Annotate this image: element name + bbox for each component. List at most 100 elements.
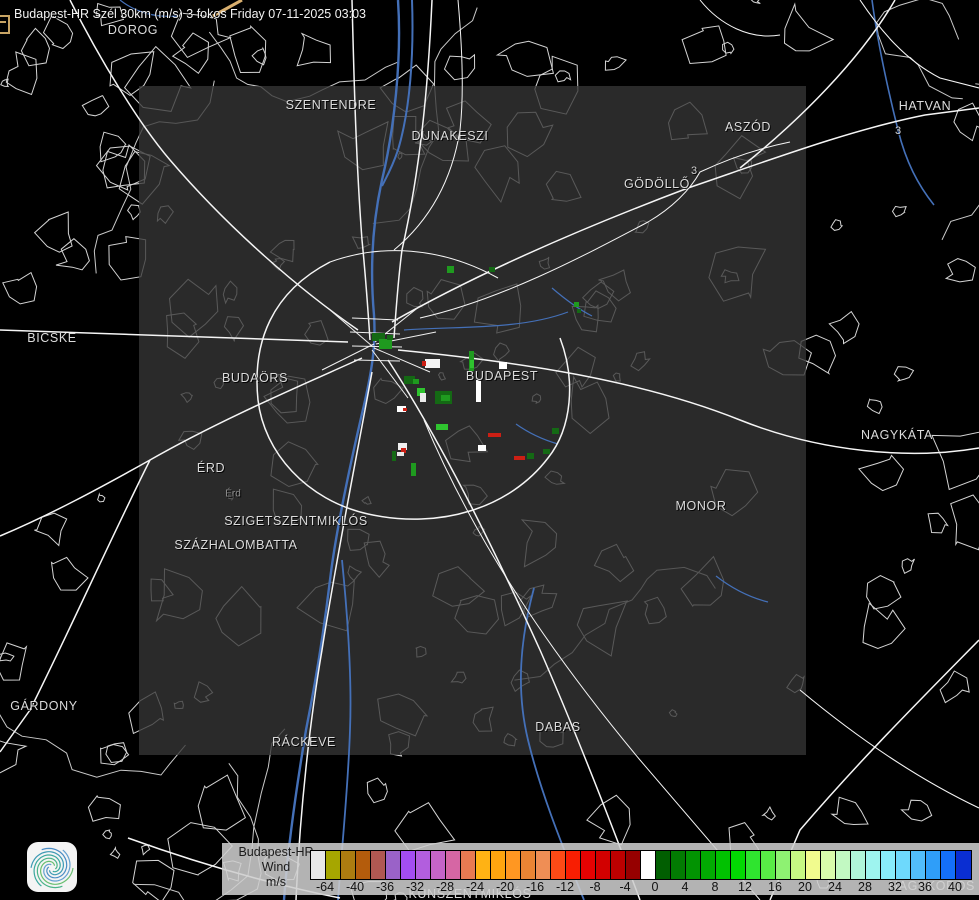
settlement-outline (0, 740, 28, 774)
colorbar-box (686, 851, 701, 879)
settlement-outline (95, 145, 151, 191)
settlement-outline (681, 25, 727, 65)
settlement-outline (55, 238, 90, 271)
settlement-outline (100, 743, 130, 766)
settlement-outline (443, 53, 476, 81)
settlement-outline (722, 41, 735, 55)
colorbar-box (311, 851, 326, 879)
radar-coverage-area (139, 86, 806, 755)
colorbar-tick-label: 8 (711, 880, 719, 894)
settlement-outline (5, 51, 38, 96)
legend-panel: Budapest-HR Wind m/s -64 -40 -36 -32 -28 -24-… (222, 843, 979, 895)
colorbar-box (716, 851, 731, 879)
legend-product-name: Wind (261, 860, 291, 874)
colorbar-tick-label: -4 (619, 880, 631, 894)
settlement-outline (862, 602, 906, 650)
colorbar-tick-label: 24 (828, 880, 842, 894)
colorbar-box (671, 851, 686, 879)
settlement-outline (366, 777, 388, 804)
colorbar-tick-label: -24 (465, 880, 485, 894)
colorbar-box (596, 851, 611, 879)
colorbar-box (731, 851, 746, 879)
colorbar-box (521, 851, 536, 879)
colorbar-tick-label: 36 (918, 880, 932, 894)
colorbar-tick-label: -64 (315, 880, 335, 894)
settlement-outline (0, 652, 15, 662)
colorbar-box (581, 851, 596, 879)
spiral-stripe (39, 860, 74, 885)
settlement-outline (0, 78, 10, 88)
colorbar-box (776, 851, 791, 879)
admin-border-line (875, 0, 963, 100)
settlement-outline (495, 40, 555, 77)
colorbar-tick-label: -40 (345, 880, 365, 894)
settlement-outline (953, 102, 979, 142)
settlement-outline (927, 512, 949, 534)
colorbar-tick-label: 12 (738, 880, 752, 894)
settlement-outline (950, 494, 979, 551)
settlement-outline (126, 204, 141, 221)
admin-border-line (0, 714, 186, 778)
settlement-outline (132, 859, 175, 900)
settlement-outline (858, 454, 905, 492)
settlement-outline (783, 2, 835, 52)
settlement-outline (81, 95, 110, 117)
settlement-outline (554, 70, 572, 83)
colorbar-box (851, 851, 866, 879)
colorbar-box (416, 851, 431, 879)
colorbar-tick-label: 16 (768, 880, 782, 894)
settlement-outline (866, 398, 883, 415)
settlement-outline (830, 219, 844, 231)
settlement-outline (931, 431, 979, 491)
settlement-outline (229, 25, 267, 74)
wind-speed-colorbar (310, 850, 972, 880)
legend-title-block: Budapest-HR Wind m/s (226, 845, 326, 890)
legend-radar-name: Budapest-HR (238, 845, 314, 859)
colorbar-box (386, 851, 401, 879)
settlement-outline (944, 258, 976, 283)
partial-app-icon (0, 15, 10, 34)
colorbar-tick-label: 0 (651, 880, 659, 894)
settlement-outline (97, 492, 106, 503)
colorbar-tick-label: 28 (858, 880, 872, 894)
settlement-outline (2, 271, 38, 305)
radar-product-title: Budapest-HR Szél 30km (m/s) 3 fokos Frid… (14, 7, 367, 21)
colorbar-box (881, 851, 896, 879)
colorbar-box (836, 851, 851, 879)
settlement-outline (761, 805, 776, 821)
colorbar-box (761, 851, 776, 879)
colorbar-box (626, 851, 641, 879)
colorbar-box (356, 851, 371, 879)
colorbar-box (611, 851, 626, 879)
colorbar-box (941, 851, 956, 879)
settlement-outline (95, 2, 125, 27)
met-swirl-logo (27, 842, 77, 892)
settlement-outline (901, 558, 915, 575)
settlement-outline (109, 846, 121, 860)
colorbar-tick-label: 20 (798, 880, 812, 894)
colorbar-box (791, 851, 806, 879)
colorbar-tick-label: -36 (375, 880, 395, 894)
settlement-outline (900, 799, 933, 822)
colorbar-box (401, 851, 416, 879)
colorbar-tick-label: -16 (525, 880, 545, 894)
colorbar-box (536, 851, 551, 879)
colorbar-tick-label: -12 (555, 880, 575, 894)
colorbar-box (701, 851, 716, 879)
settlement-outline (87, 795, 121, 822)
colorbar-box (326, 851, 341, 879)
settlement-outline (830, 796, 869, 826)
colorbar-box (641, 851, 656, 879)
colorbar-box (551, 851, 566, 879)
settlement-outline (296, 32, 332, 67)
settlement-outline (171, 32, 210, 75)
colorbar-box (926, 851, 941, 879)
colorbar-box (656, 851, 671, 879)
settlement-outline (0, 642, 28, 681)
spiral-stripe (41, 847, 68, 879)
settlement-outline (170, 12, 232, 59)
settlement-outline (939, 670, 970, 704)
colorbar-box (431, 851, 446, 879)
swirl-spiral (30, 847, 74, 889)
